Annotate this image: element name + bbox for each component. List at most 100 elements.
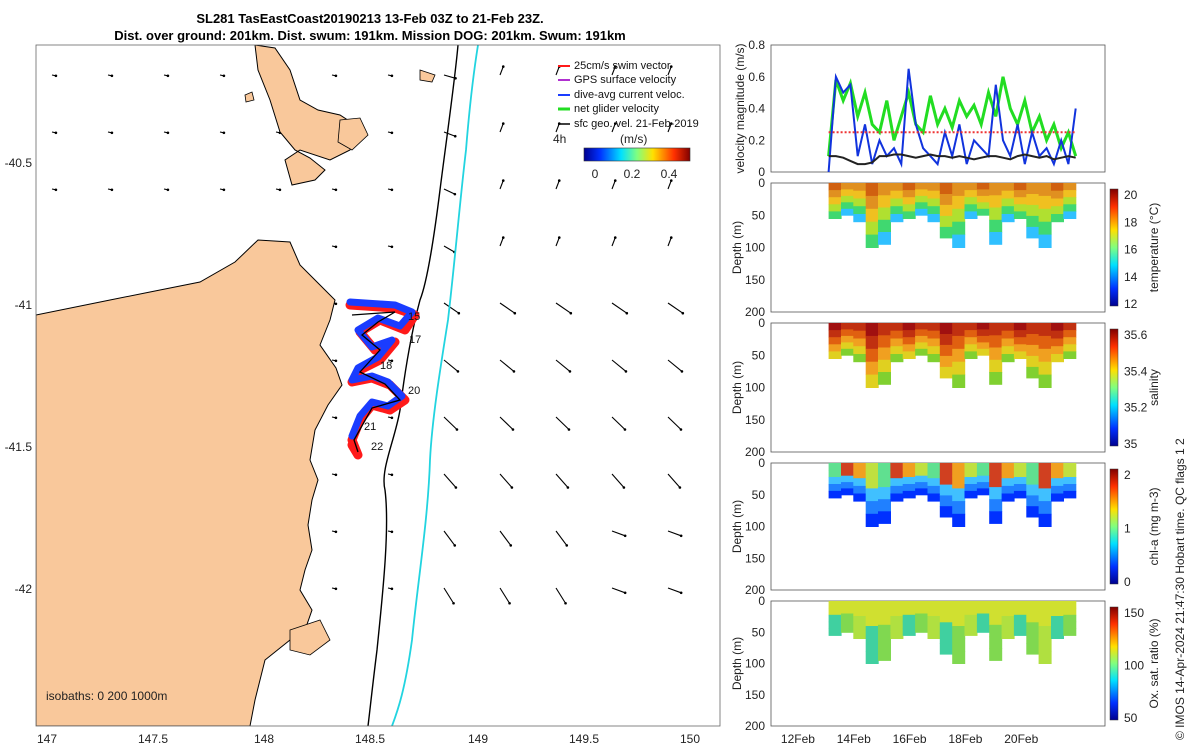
section-cell	[927, 214, 941, 223]
section-cell	[1063, 190, 1077, 198]
section-cell	[853, 198, 867, 207]
section-cell	[1051, 485, 1064, 494]
section-cell	[878, 612, 891, 626]
section-cell	[1038, 374, 1052, 388]
current-arrow	[499, 122, 505, 133]
section-cell	[976, 208, 990, 216]
section-cell	[853, 631, 867, 639]
section-cell	[915, 482, 929, 489]
current-arrow	[387, 131, 394, 135]
section-cell	[1063, 614, 1077, 623]
section-cell	[890, 478, 904, 487]
section-cell	[952, 463, 966, 477]
section-cell	[964, 323, 978, 331]
current-arrow	[163, 131, 170, 135]
section-cell	[865, 335, 879, 350]
track-label: 18	[380, 360, 392, 372]
section-cell	[902, 323, 916, 331]
current-arrow	[331, 416, 338, 420]
section-cell	[964, 607, 978, 616]
section-cell	[1063, 463, 1077, 471]
section-cell	[865, 513, 879, 527]
section-cell	[964, 190, 978, 198]
section-cell	[989, 347, 1003, 361]
map-panel: 15 17 18 20 21 22 147 147.5 148 148.5 14…	[5, 44, 721, 746]
section-cell	[964, 344, 978, 352]
section-cell	[939, 334, 953, 346]
section-cell	[1038, 613, 1052, 627]
section-cell	[927, 478, 941, 487]
section-cell	[915, 469, 929, 477]
section-cell	[976, 183, 990, 190]
section-cell	[1063, 183, 1077, 191]
section-cell	[915, 348, 929, 356]
section-cell	[865, 638, 879, 652]
time-axis-tick: 12Feb	[781, 732, 815, 746]
lon-tick: 147.5	[138, 732, 168, 746]
section-cell	[853, 330, 867, 339]
section-cell	[939, 601, 953, 613]
section-cell	[853, 493, 867, 502]
section-cell	[1051, 631, 1064, 639]
section-cell	[976, 469, 990, 477]
current-arrow	[443, 131, 457, 138]
depth-tick: 50	[752, 488, 766, 502]
section-cell	[915, 601, 929, 608]
section-cell	[1013, 628, 1027, 636]
section-cell	[828, 183, 842, 191]
colorbar-label: salinity	[1147, 369, 1161, 406]
section-cell	[865, 626, 879, 639]
section-cell	[1026, 632, 1040, 644]
section-cell	[841, 488, 854, 496]
section-cell	[952, 613, 966, 627]
section-axes	[770, 322, 1106, 453]
section-cell	[890, 493, 904, 502]
section-cell	[1051, 206, 1064, 215]
section-cell	[939, 622, 953, 634]
current-arrow	[163, 188, 170, 192]
colorbar-label: chl-a (mg m-3)	[1147, 487, 1161, 565]
section-cell	[902, 470, 916, 478]
section-cell	[865, 475, 879, 489]
current-arrow	[667, 587, 683, 595]
colorbar-tick: 2	[1124, 468, 1131, 482]
section-cell	[952, 335, 966, 350]
section-cell	[927, 631, 941, 639]
time-axis-tick: 16Feb	[893, 732, 927, 746]
current-arrow	[499, 530, 513, 547]
section-cell	[1013, 601, 1027, 609]
section-cell	[828, 197, 842, 205]
section-cell	[853, 608, 867, 617]
section-cell	[927, 198, 941, 207]
depth-tick: 200	[745, 719, 765, 733]
section-cell	[952, 234, 966, 248]
lon-tick: 149.5	[569, 732, 599, 746]
section-cell	[989, 636, 1003, 649]
section-cell	[1001, 346, 1015, 355]
section-cell	[952, 195, 966, 210]
section-cell	[976, 475, 990, 483]
section-cell	[1026, 334, 1040, 346]
section-cell	[853, 470, 867, 479]
current-arrow	[611, 302, 629, 315]
section-cell	[915, 607, 929, 615]
section-cell	[1001, 631, 1015, 639]
section-cell	[989, 601, 1003, 614]
section-cell	[952, 475, 966, 489]
section-cell	[915, 342, 929, 350]
depth-tick: 0	[758, 176, 765, 190]
current-arrow	[443, 359, 460, 373]
depth-tick: 150	[745, 413, 765, 427]
current-arrow	[107, 188, 114, 192]
section-cell	[865, 195, 879, 210]
section-cell	[1026, 473, 1040, 486]
speed-colorbar	[583, 147, 691, 162]
section-cell	[841, 463, 854, 470]
section-cell	[1038, 513, 1052, 527]
current-arrow	[667, 236, 673, 247]
section-cell	[952, 323, 966, 337]
depth-tick: 50	[752, 208, 766, 222]
section-cell	[1063, 477, 1077, 485]
section-cell	[853, 323, 867, 332]
section-cell	[878, 372, 891, 385]
